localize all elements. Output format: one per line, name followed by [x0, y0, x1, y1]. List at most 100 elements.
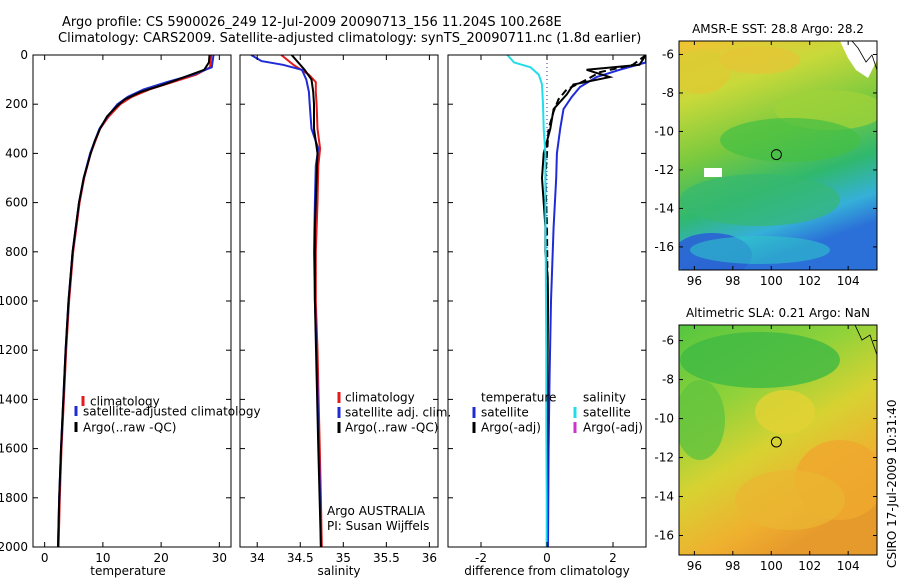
- map-y-tick-label: -10: [654, 412, 674, 426]
- x-tick-label: 34.5: [287, 551, 314, 565]
- map-y-tick-label: -6: [662, 47, 674, 61]
- x-tick-label: 34: [250, 551, 265, 565]
- x-tick-label: 35.5: [373, 551, 400, 565]
- difference-ticks: -2 0 2: [448, 54, 646, 565]
- salinity-xlabel: salinity: [317, 564, 360, 578]
- y-tick-label: 1400: [0, 392, 28, 406]
- difference-series-temperature-argo-adj--line: [540, 55, 646, 547]
- figure-title-line2: Climatology: CARS2009. Satellite-adjuste…: [58, 31, 641, 46]
- y-tick-label: 1200: [0, 343, 28, 357]
- x-tick-label: 36: [422, 551, 437, 565]
- difference-series-temperature-argo-adj-dashed-line: [544, 55, 646, 547]
- legend-label-climatology: climatology: [345, 391, 415, 405]
- map-y-tick-label: -14: [654, 201, 674, 215]
- sst-land-mask: [840, 41, 877, 78]
- map-x-tick-label: 98: [725, 559, 740, 573]
- temperature-panel: 0 10 20 30 0 200 400 600 800 1000 1200 1400 1600 1800…: [0, 48, 261, 578]
- map-y-tick-label: -8: [662, 86, 674, 100]
- legend-label-satellite: satellite-adjusted climatology: [83, 405, 261, 419]
- argo-program-annotation: Argo AUSTRALIA: [327, 504, 426, 518]
- y-tick-label: 0: [20, 48, 28, 62]
- difference-xlabel: difference from climatology: [464, 564, 630, 578]
- sla-high-patch: [735, 470, 845, 530]
- sst-map-panel: AMSR-E SST: 28.8 Argo: 28.2 96 98 100 102 10…: [654, 22, 878, 288]
- sst-warm-patch: [679, 50, 730, 94]
- legend-title-temperature: temperature: [481, 391, 556, 405]
- difference-panel: -2 0 2 difference from climatology tempera…: [447, 54, 647, 578]
- difference-legend: temperature satellite Argo(-adj) salinit…: [472, 391, 643, 435]
- map-y-tick-label: -14: [654, 490, 674, 504]
- x-tick-label: 10: [95, 551, 110, 565]
- difference-series-group: [506, 55, 646, 547]
- sst-cool-patch: [680, 174, 840, 226]
- temperature-series-group: [57, 55, 215, 547]
- sla-low-patch: [679, 380, 725, 460]
- map-x-tick-label: 96: [687, 274, 702, 288]
- map-x-tick-label: 100: [760, 559, 783, 573]
- salinity-axes-frame: [239, 54, 439, 548]
- y-tick-label: 200: [5, 97, 28, 111]
- side-caption: CSIRO 17-Jul-2009 10:31:40: [885, 400, 899, 568]
- x-tick-label: 20: [153, 551, 168, 565]
- salinity-series-group: [250, 55, 323, 547]
- x-tick-label: 2: [609, 551, 617, 565]
- x-tick-label: 0: [543, 551, 551, 565]
- sst-map-title: AMSR-E SST: 28.8 Argo: 28.2: [692, 22, 864, 36]
- x-tick-label: 30: [212, 551, 227, 565]
- sla-map-ticks: 96 98 100 102 104 -6 -8 -10 -12 -14 -16: [654, 325, 877, 573]
- map-y-tick-label: -6: [662, 334, 674, 348]
- sst-field: [679, 41, 877, 270]
- salinity-ticks: 34 34.5 35 35.5 36: [240, 54, 438, 565]
- legend-title-salinity: salinity: [583, 391, 626, 405]
- map-x-tick-label: 104: [837, 559, 860, 573]
- sla-map-title: Altimetric SLA: 0.21 Argo: NaN: [686, 306, 870, 320]
- map-y-tick-label: -10: [654, 124, 674, 138]
- salinity-series-satellite-adj-clim--line: [250, 55, 322, 547]
- map-x-tick-label: 96: [687, 559, 702, 573]
- temperature-series-satellite-adjusted-climatology-line: [57, 55, 215, 547]
- argo-location-marker: [770, 149, 782, 161]
- temperature-series-argo-raw-qc--line: [57, 55, 211, 547]
- y-tick-label: 1800: [0, 491, 28, 505]
- sla-low-patch: [680, 332, 840, 388]
- figure-title-line1: Argo profile: CS 5900026_249 12-Jul-2009…: [62, 15, 562, 30]
- sst-cool-patch: [720, 118, 860, 162]
- sla-coastline: [854, 325, 877, 356]
- map-x-tick-label: 102: [798, 274, 821, 288]
- x-tick-label: -2: [475, 551, 487, 565]
- map-y-tick-label: -12: [654, 451, 674, 465]
- sla-map-frame: [678, 324, 878, 556]
- salinity-legend: climatology satellite adj. clim. Argo(..…: [337, 391, 451, 435]
- legend-label-satellite: satellite adj. clim.: [345, 406, 451, 420]
- legend-label-sal-satellite: satellite: [583, 406, 631, 420]
- salinity-series-argo-raw-qc--line: [290, 55, 322, 547]
- sla-high-patch: [755, 390, 815, 434]
- sst-cold-patch: [690, 236, 830, 264]
- legend-label-climatology: climatology: [90, 395, 160, 409]
- map-y-tick-label: -12: [654, 163, 674, 177]
- difference-series-salinity-satellite-line: [506, 55, 548, 547]
- pi-annotation: PI: Susan Wijffels: [327, 519, 429, 533]
- map-x-tick-label: 102: [798, 559, 821, 573]
- sst-warm-patch: [720, 46, 800, 74]
- sla-field: [679, 325, 877, 555]
- sst-coastline: [851, 41, 877, 71]
- sst-map-ticks: 96 98 100 102 104 -6 -8 -10 -12 -14 -16: [654, 41, 877, 288]
- y-tick-label: 400: [5, 146, 28, 160]
- temperature-series-climatology-line: [57, 55, 213, 547]
- map-x-tick-label: 104: [837, 274, 860, 288]
- y-tick-label: 1600: [0, 442, 28, 456]
- temperature-axes-frame: [32, 54, 232, 548]
- map-x-tick-label: 100: [760, 274, 783, 288]
- temperature-ticks: 0 10 20 30 0 200 400 600 800 1000 1200 1400 1600 1800…: [0, 48, 231, 565]
- temperature-legend: climatology satellite-adjusted climatolo…: [74, 395, 261, 435]
- y-tick-label: 1000: [0, 294, 28, 308]
- x-tick-label: 35: [336, 551, 351, 565]
- map-y-tick-label: -8: [662, 373, 674, 387]
- legend-label-sal-argo: Argo(-adj): [583, 421, 643, 435]
- difference-series-temperature-satellite-line: [547, 55, 646, 547]
- sst-missing-data: [704, 168, 722, 177]
- y-tick-label: 600: [5, 196, 28, 210]
- salinity-panel: 34 34.5 35 35.5 36 salinity climatology sate…: [239, 54, 451, 578]
